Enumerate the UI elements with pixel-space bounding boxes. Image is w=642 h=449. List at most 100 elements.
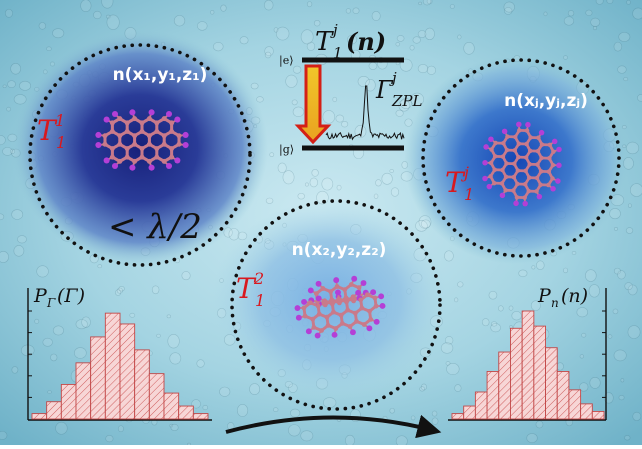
droplet <box>372 11 380 20</box>
molecule-hydrogen <box>355 290 361 296</box>
molecule-carbon <box>539 156 543 160</box>
molecule-carbon <box>322 298 327 303</box>
molecule-carbon <box>328 289 333 294</box>
droplet <box>106 15 110 18</box>
molecule-carbon <box>489 147 493 151</box>
histogram-bar <box>522 311 534 419</box>
droplet <box>240 37 248 44</box>
histogram-bar <box>91 337 106 419</box>
molecule-hydrogen <box>306 328 312 334</box>
histogram-left-label: P Γ (Γ) <box>33 285 85 310</box>
droplet <box>536 261 544 270</box>
molecule-carbon <box>511 188 515 192</box>
molecule-carbon <box>536 136 540 140</box>
molecule-carbon <box>523 169 527 173</box>
droplet <box>290 409 300 417</box>
molecule-carbon <box>312 325 317 330</box>
droplet <box>341 121 347 127</box>
droplet <box>14 245 24 256</box>
histogram-bar <box>546 348 558 419</box>
droplet <box>286 75 298 87</box>
molecule-carbon <box>340 321 345 326</box>
droplet <box>293 107 304 117</box>
droplet <box>130 313 135 317</box>
droplet <box>498 306 503 311</box>
droplet <box>182 271 190 279</box>
droplet <box>118 426 123 432</box>
histogram-bar <box>592 411 604 419</box>
ground-state-label: |g⟩ <box>279 143 294 157</box>
excited-state-label: |e⟩ <box>279 54 294 68</box>
molecule-hydrogen <box>183 142 189 148</box>
droplet <box>117 288 122 293</box>
molecule-carbon <box>500 181 504 185</box>
svg-text:1: 1 <box>255 291 265 310</box>
droplet <box>305 183 308 186</box>
molecule-carbon <box>132 116 137 121</box>
histogram-bar <box>135 350 150 419</box>
molecule-carbon <box>535 176 539 180</box>
molecule-hydrogen <box>149 109 155 115</box>
histogram-bar <box>464 406 476 419</box>
molecule-hydrogen <box>104 117 110 123</box>
droplet <box>509 306 513 310</box>
droplet <box>353 8 359 14</box>
molecule-carbon <box>147 142 152 147</box>
droplet <box>322 178 333 190</box>
position-label-1: n(x₁,y₁,z₁) <box>113 65 208 85</box>
molecule-hydrogen <box>374 319 380 325</box>
droplet <box>53 326 63 335</box>
droplet <box>288 425 300 436</box>
droplet <box>298 193 305 199</box>
molecule-hydrogen <box>166 163 172 169</box>
molecule-carbon <box>325 315 330 320</box>
droplet <box>504 2 515 12</box>
molecule-carbon <box>339 313 344 318</box>
droplet <box>581 333 585 337</box>
position-label-j: n(xⱼ,yⱼ,zⱼ) <box>504 91 588 111</box>
droplet <box>608 335 612 339</box>
droplet <box>619 395 624 400</box>
droplet <box>637 94 642 101</box>
histogram-bar <box>510 328 522 419</box>
molecule-carbon <box>162 159 167 164</box>
svg-text:(Γ): (Γ) <box>57 285 85 307</box>
molecule-carbon <box>140 120 145 125</box>
molecule-hydrogen <box>556 147 562 153</box>
molecule-carbon <box>333 326 338 331</box>
molecule-carbon <box>534 189 538 193</box>
droplet <box>396 436 407 445</box>
droplet <box>249 384 259 395</box>
molecule-carbon <box>503 188 507 192</box>
droplet <box>420 387 425 391</box>
histogram-bar <box>581 404 593 419</box>
droplet <box>441 343 453 354</box>
droplet <box>270 153 274 157</box>
molecule-hydrogen <box>350 329 356 335</box>
histogram-bar <box>487 371 499 419</box>
droplet <box>333 97 337 102</box>
droplet <box>251 83 258 89</box>
droplet <box>39 23 46 30</box>
droplet <box>264 0 273 10</box>
droplet <box>454 298 458 302</box>
molecule-carbon <box>547 156 551 160</box>
histogram-bar <box>47 402 62 419</box>
droplet <box>596 0 603 4</box>
droplet <box>557 363 564 371</box>
droplet <box>156 334 160 337</box>
molecule-carbon <box>354 319 359 324</box>
svg-text:1: 1 <box>464 185 474 204</box>
droplet <box>544 12 547 16</box>
droplet <box>621 379 624 382</box>
droplet <box>512 311 522 320</box>
molecule-carbon <box>132 159 137 164</box>
molecule-carbon <box>110 129 115 134</box>
droplet <box>56 422 68 434</box>
droplet <box>301 431 313 441</box>
molecule-carbon <box>349 282 354 287</box>
molecule-carbon <box>348 324 353 329</box>
droplet <box>307 2 312 7</box>
molecule-carbon <box>117 159 122 164</box>
molecule-carbon <box>368 317 373 322</box>
